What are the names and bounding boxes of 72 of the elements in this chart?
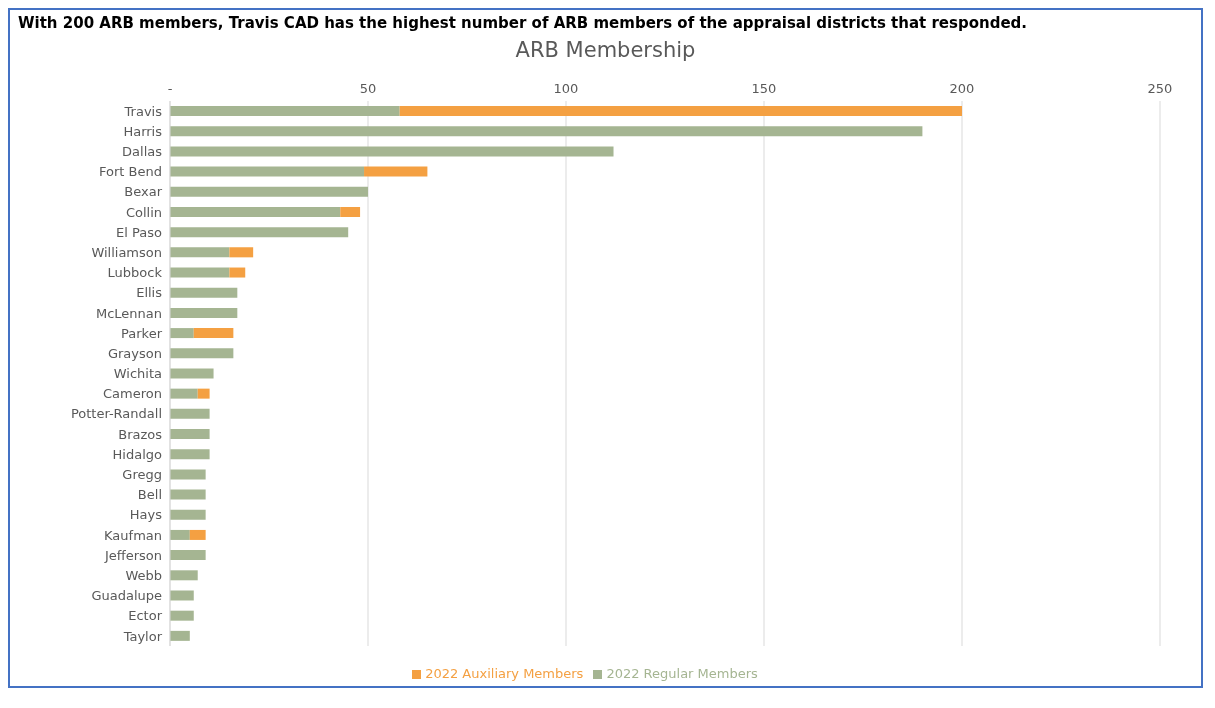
bar [197, 388, 210, 399]
y-tick-label: Gregg [122, 467, 162, 483]
bar [170, 106, 400, 117]
y-tick-label: Hidalgo [112, 446, 163, 462]
bar [170, 206, 341, 217]
bar [399, 106, 962, 117]
bar [170, 469, 206, 480]
y-tick-label: Dallas [122, 144, 163, 160]
bar [193, 328, 234, 339]
bar [170, 509, 206, 520]
y-tick-label: Bexar [124, 184, 163, 200]
y-tick-label: Wichita [113, 366, 162, 382]
y-tick-label: Webb [125, 567, 162, 583]
y-tick-label: Parker [121, 325, 163, 341]
x-tick-label: 250 [1147, 81, 1173, 96]
bar [170, 166, 365, 177]
bar [170, 489, 206, 500]
y-tick-label: Jefferson [103, 547, 162, 563]
x-tick-label: 100 [553, 81, 579, 96]
x-tick-label: 150 [751, 81, 777, 96]
bar [170, 186, 368, 197]
y-tick-label: Lubbock [107, 265, 163, 281]
bar [170, 449, 210, 460]
bar [170, 227, 349, 238]
bar [170, 348, 234, 359]
y-tick-label: Fort Bend [99, 164, 162, 180]
bar [340, 206, 361, 217]
bar [170, 126, 923, 137]
y-tick-label: Guadalupe [91, 588, 162, 604]
y-tick-label: Taylor [122, 628, 163, 644]
bar [170, 529, 190, 540]
bar [170, 368, 214, 379]
y-tick-label: El Paso [116, 224, 163, 240]
x-tick-label: 50 [359, 81, 377, 96]
bar [364, 166, 428, 177]
y-tick-label: McLennan [95, 305, 162, 321]
y-tick-label: Kaufman [104, 527, 162, 543]
bar [170, 388, 198, 399]
y-tick-label: Ellis [136, 285, 163, 301]
bar [170, 247, 230, 258]
bar [229, 247, 254, 258]
chart-subtitle: With 200 ARB members, Travis CAD has the highest number of ARB members of the appraisal districts that responded. [17, 13, 1028, 34]
y-tick-label: Brazos [118, 426, 163, 442]
y-tick-label: Harris [123, 123, 163, 139]
bar [170, 328, 194, 339]
bar [170, 550, 206, 561]
y-tick-label: Cameron [103, 386, 162, 402]
x-tick-label: 200 [949, 81, 975, 96]
chart-title: ARB Membership [514, 38, 697, 62]
x-tick-label: - [167, 81, 173, 96]
legend-label: 2022 Regular Members [606, 666, 758, 681]
bar [170, 287, 238, 298]
bar [170, 610, 194, 621]
y-tick-label: Collin [125, 204, 162, 220]
bar [170, 590, 194, 601]
legend-label: 2022 Auxiliary Members [425, 666, 584, 681]
y-tick-label: Potter-Randall [70, 406, 162, 422]
y-tick-label: Williamson [91, 245, 162, 260]
y-tick-label: Travis [123, 103, 163, 119]
bar [170, 307, 238, 318]
y-tick-label: Bell [137, 487, 162, 503]
y-tick-label: Ector [128, 608, 163, 624]
bar [170, 267, 230, 278]
bar [170, 630, 190, 641]
y-tick-label: Grayson [107, 345, 162, 361]
bar [170, 429, 210, 440]
y-tick-label: Hays [129, 507, 163, 523]
bar [229, 267, 246, 278]
bar [189, 529, 206, 540]
bar [170, 408, 210, 419]
bar [170, 570, 198, 581]
bar [170, 146, 614, 157]
